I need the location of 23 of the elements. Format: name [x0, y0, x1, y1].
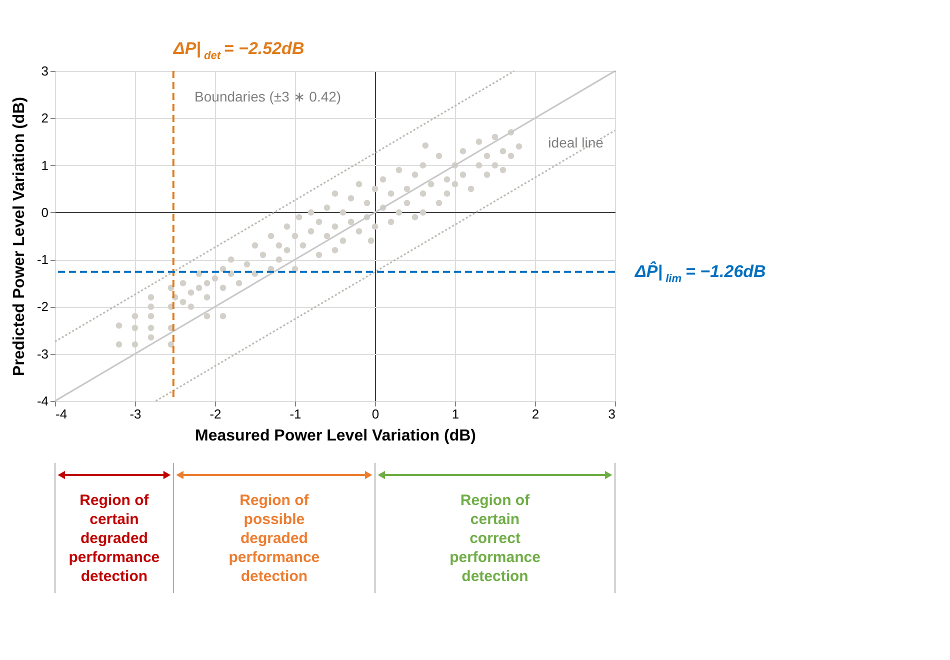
text: Region of certain correct performance detection — [450, 492, 540, 585]
y-tick-label: 0 — [41, 204, 48, 220]
x-tick-label: 0 — [372, 406, 380, 422]
y-tick-label: -1 — [36, 252, 48, 268]
y-tick-label: 1 — [41, 158, 48, 173]
x-tick-label: -4 — [56, 406, 68, 422]
y-tick-label: -4 — [36, 394, 48, 408]
x-tick-label: 3 — [608, 406, 616, 422]
x-tick-label: -2 — [210, 406, 222, 422]
annotation: Boundaries (±3 ∗ 0.42) — [194, 88, 342, 104]
y-tick-label: 2 — [41, 110, 48, 126]
x-tick-label: -1 — [290, 406, 302, 422]
x-tick-label: 1 — [452, 406, 460, 422]
x-tick-label: 2 — [532, 406, 540, 422]
y-tick-label: -3 — [36, 346, 48, 362]
x-axis-title: Measured Power Level Variation (dB) — [195, 428, 476, 444]
x-tick-label: -3 — [130, 406, 142, 422]
y-tick-label: 3 — [41, 64, 48, 78]
y-tick-label: -2 — [36, 299, 48, 314]
text: Region of certain degraded performance detection — [68, 492, 160, 585]
annotation: ideal line — [548, 134, 604, 151]
y-axis-title: Predicted Power Level Variation (dB) — [10, 96, 28, 376]
text: Region of possible degraded performance detection — [228, 492, 320, 585]
